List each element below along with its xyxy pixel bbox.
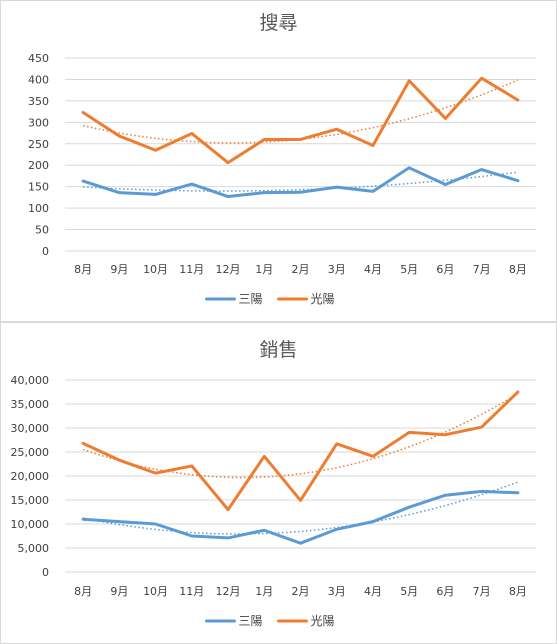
- x-tick-label: 8月: [74, 263, 92, 276]
- legend-label: 光陽: [311, 614, 335, 628]
- y-tick-label: 350: [28, 95, 49, 108]
- series-line: [81, 489, 520, 545]
- x-tick-label: 2月: [292, 585, 310, 598]
- series-line: [81, 76, 520, 165]
- series-line: [81, 390, 520, 512]
- y-tick-label: 40,000: [11, 374, 50, 387]
- search-chart: 搜尋 0 50 100 150 200 250 300 350 400 450 8月 9月 10月 11月 1…: [28, 12, 536, 306]
- y-tick-label: 200: [28, 159, 49, 172]
- x-tick-label: 9月: [110, 585, 128, 598]
- y-tick-label: 5,000: [18, 542, 50, 555]
- trendline: [82, 392, 519, 479]
- x-tick-label: 2月: [292, 263, 310, 276]
- x-tick-label: 11月: [179, 585, 204, 598]
- chart-title: 搜尋: [259, 12, 297, 34]
- y-tick-label: 100: [28, 202, 49, 215]
- x-tick-label: 10月: [143, 263, 168, 276]
- y-tick-label: 35,000: [11, 398, 50, 411]
- y-tick-label: 30,000: [11, 422, 50, 435]
- x-tick-label: 5月: [400, 263, 418, 276]
- legend-label: 三陽: [239, 614, 263, 628]
- legend-label: 光陽: [311, 292, 335, 306]
- x-tick-label: 1月: [255, 263, 273, 276]
- legend-label: 三陽: [239, 292, 263, 306]
- y-tick-label: 10,000: [11, 518, 50, 531]
- y-tick-label: 0: [42, 245, 49, 258]
- trendline: [82, 481, 519, 535]
- y-tick-label: 400: [28, 73, 49, 86]
- x-tick-label: 11月: [179, 263, 204, 276]
- search-chart-panel: 搜尋 0 50 100 150 200 250 300 350 400 450 8月 9月 10月 11月 1…: [0, 0, 557, 322]
- y-tick-label: 250: [28, 138, 49, 151]
- x-tick-label: 9月: [110, 263, 128, 276]
- x-tick-label: 5月: [400, 585, 418, 598]
- x-tick-label: 4月: [364, 263, 382, 276]
- x-tick-label: 7月: [473, 263, 491, 276]
- x-tick-label: 1月: [255, 585, 273, 598]
- y-tick-label: 450: [28, 52, 49, 65]
- trendline: [83, 171, 518, 192]
- chart-title: 銷售: [259, 339, 297, 361]
- x-tick-label: 6月: [436, 585, 454, 598]
- y-tick-label: 25,000: [11, 446, 50, 459]
- x-tick-label: 8月: [74, 585, 92, 598]
- x-tick-label: 8月: [509, 585, 527, 598]
- y-tick-label: 300: [28, 116, 49, 129]
- x-tick-label: 10月: [143, 585, 168, 598]
- x-tick-label: 4月: [364, 585, 382, 598]
- x-tick-label: 12月: [216, 585, 241, 598]
- y-tick-label: 15,000: [11, 494, 50, 507]
- x-tick-label: 6月: [436, 263, 454, 276]
- x-tick-label: 8月: [509, 263, 527, 276]
- y-tick-label: 0: [42, 566, 49, 579]
- sales-chart-panel: 銷售 0 5,000 10,000 15,000 20,000 25,000 30,000 35…: [0, 322, 557, 644]
- x-tick-label: 12月: [216, 263, 241, 276]
- y-tick-label: 50: [35, 224, 49, 237]
- x-tick-label: 7月: [473, 585, 491, 598]
- y-tick-label: 20,000: [11, 470, 50, 483]
- sales-chart: 銷售 0 5,000 10,000 15,000 20,000 25,000 30,000 35…: [11, 339, 536, 628]
- y-tick-label: 150: [28, 181, 49, 194]
- x-tick-label: 3月: [328, 263, 346, 276]
- series-line: [81, 166, 520, 199]
- x-tick-label: 3月: [328, 585, 346, 598]
